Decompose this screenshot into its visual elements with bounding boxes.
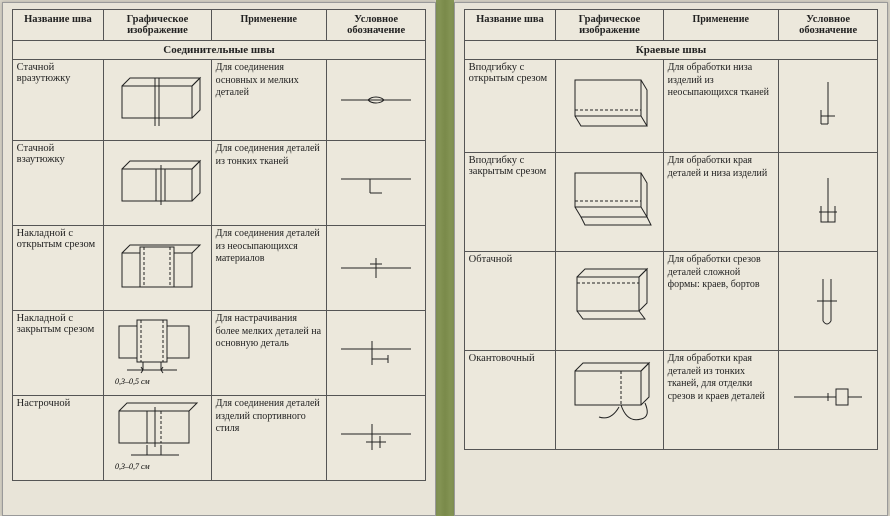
right-section: Краевые швы <box>464 41 878 60</box>
hdr-sym: Условное обозначение <box>778 10 878 41</box>
seam-name: Вподгибку с закрытым срезом <box>464 153 556 252</box>
table-row: Стачной вразутюжку Для соединения основн… <box>12 60 426 141</box>
seam-symbol <box>326 311 426 396</box>
seam-use: Для соединения основных и мелких деталей <box>211 60 326 141</box>
seam-use: Для соединения деталей из неосыпающихся … <box>211 226 326 311</box>
book-spine <box>436 0 454 516</box>
seam-name: Накладной с открытым срезом <box>12 226 104 311</box>
seam-graphic <box>104 60 211 141</box>
seam-graphic <box>104 141 211 226</box>
seam-use: Для обработки края деталей из тонких тка… <box>663 351 778 450</box>
seam-name: Настрочной <box>12 396 104 481</box>
seam-name: Стачной вразутюжку <box>12 60 104 141</box>
table-row: Накладной с закрытым срезом 0,3–0,5 см Д… <box>12 311 426 396</box>
seam-graphic <box>556 252 663 351</box>
table-row: Обтачной Для обработки срезов деталей сл… <box>464 252 878 351</box>
hdr-use: Применение <box>663 10 778 41</box>
seam-graphic: 0,3–0,7 см <box>104 396 211 481</box>
seam-graphic <box>556 351 663 450</box>
svg-text:0,3–0,7 см: 0,3–0,7 см <box>115 462 150 471</box>
hdr-graph: Графическое изображение <box>104 10 211 41</box>
left-table: Название шва Графическое изображение При… <box>12 9 427 481</box>
seam-symbol <box>326 60 426 141</box>
table-row: Окантовочный Для обработки края деталей … <box>464 351 878 450</box>
table-row: Стачной взаутюжку Для соединения деталей… <box>12 141 426 226</box>
table-row: Вподгибку с закрытым срезом Для обработк… <box>464 153 878 252</box>
table-row: Настрочной 0,3–0,7 см Для соединения дет… <box>12 396 426 481</box>
seam-symbol <box>326 396 426 481</box>
left-section: Соединительные швы <box>12 41 426 60</box>
seam-use: Для соединения деталей изделий спортивно… <box>211 396 326 481</box>
table-row: Вподгибку с открытым срезом Для обработк… <box>464 60 878 153</box>
seam-symbol <box>778 60 878 153</box>
seam-use: Для обработки срезов деталей сложной фор… <box>663 252 778 351</box>
seam-name: Обтачной <box>464 252 556 351</box>
seam-graphic <box>556 153 663 252</box>
right-page: Название шва Графическое изображение При… <box>454 2 888 516</box>
seam-use: Для обработки низа изделий из неосыпающи… <box>663 60 778 153</box>
seam-use: Для настрачивания более мелких деталей н… <box>211 311 326 396</box>
left-page: Название шва Графическое изображение При… <box>2 2 436 516</box>
hdr-use: Применение <box>211 10 326 41</box>
seam-use: Для соединения деталей из тонких тканей <box>211 141 326 226</box>
seam-graphic <box>556 60 663 153</box>
seam-use: Для обработки края деталей и низа издели… <box>663 153 778 252</box>
seam-symbol <box>326 141 426 226</box>
seam-symbol <box>778 153 878 252</box>
right-table: Название шва Графическое изображение При… <box>464 9 879 450</box>
seam-symbol <box>778 252 878 351</box>
table-row: Накладной с открытым срезом Для соединен… <box>12 226 426 311</box>
seam-name: Накладной с закрытым срезом <box>12 311 104 396</box>
hdr-name: Название шва <box>464 10 556 41</box>
hdr-sym: Условное обозначение <box>326 10 426 41</box>
hdr-name: Название шва <box>12 10 104 41</box>
svg-text:0,3–0,5 см: 0,3–0,5 см <box>115 377 150 386</box>
seam-name: Стачной взаутюжку <box>12 141 104 226</box>
seam-name: Окантовочный <box>464 351 556 450</box>
seam-graphic <box>104 226 211 311</box>
seam-symbol <box>778 351 878 450</box>
hdr-graph: Графическое изображение <box>556 10 663 41</box>
seam-graphic: 0,3–0,5 см <box>104 311 211 396</box>
seam-symbol <box>326 226 426 311</box>
seam-name: Вподгибку с открытым срезом <box>464 60 556 153</box>
